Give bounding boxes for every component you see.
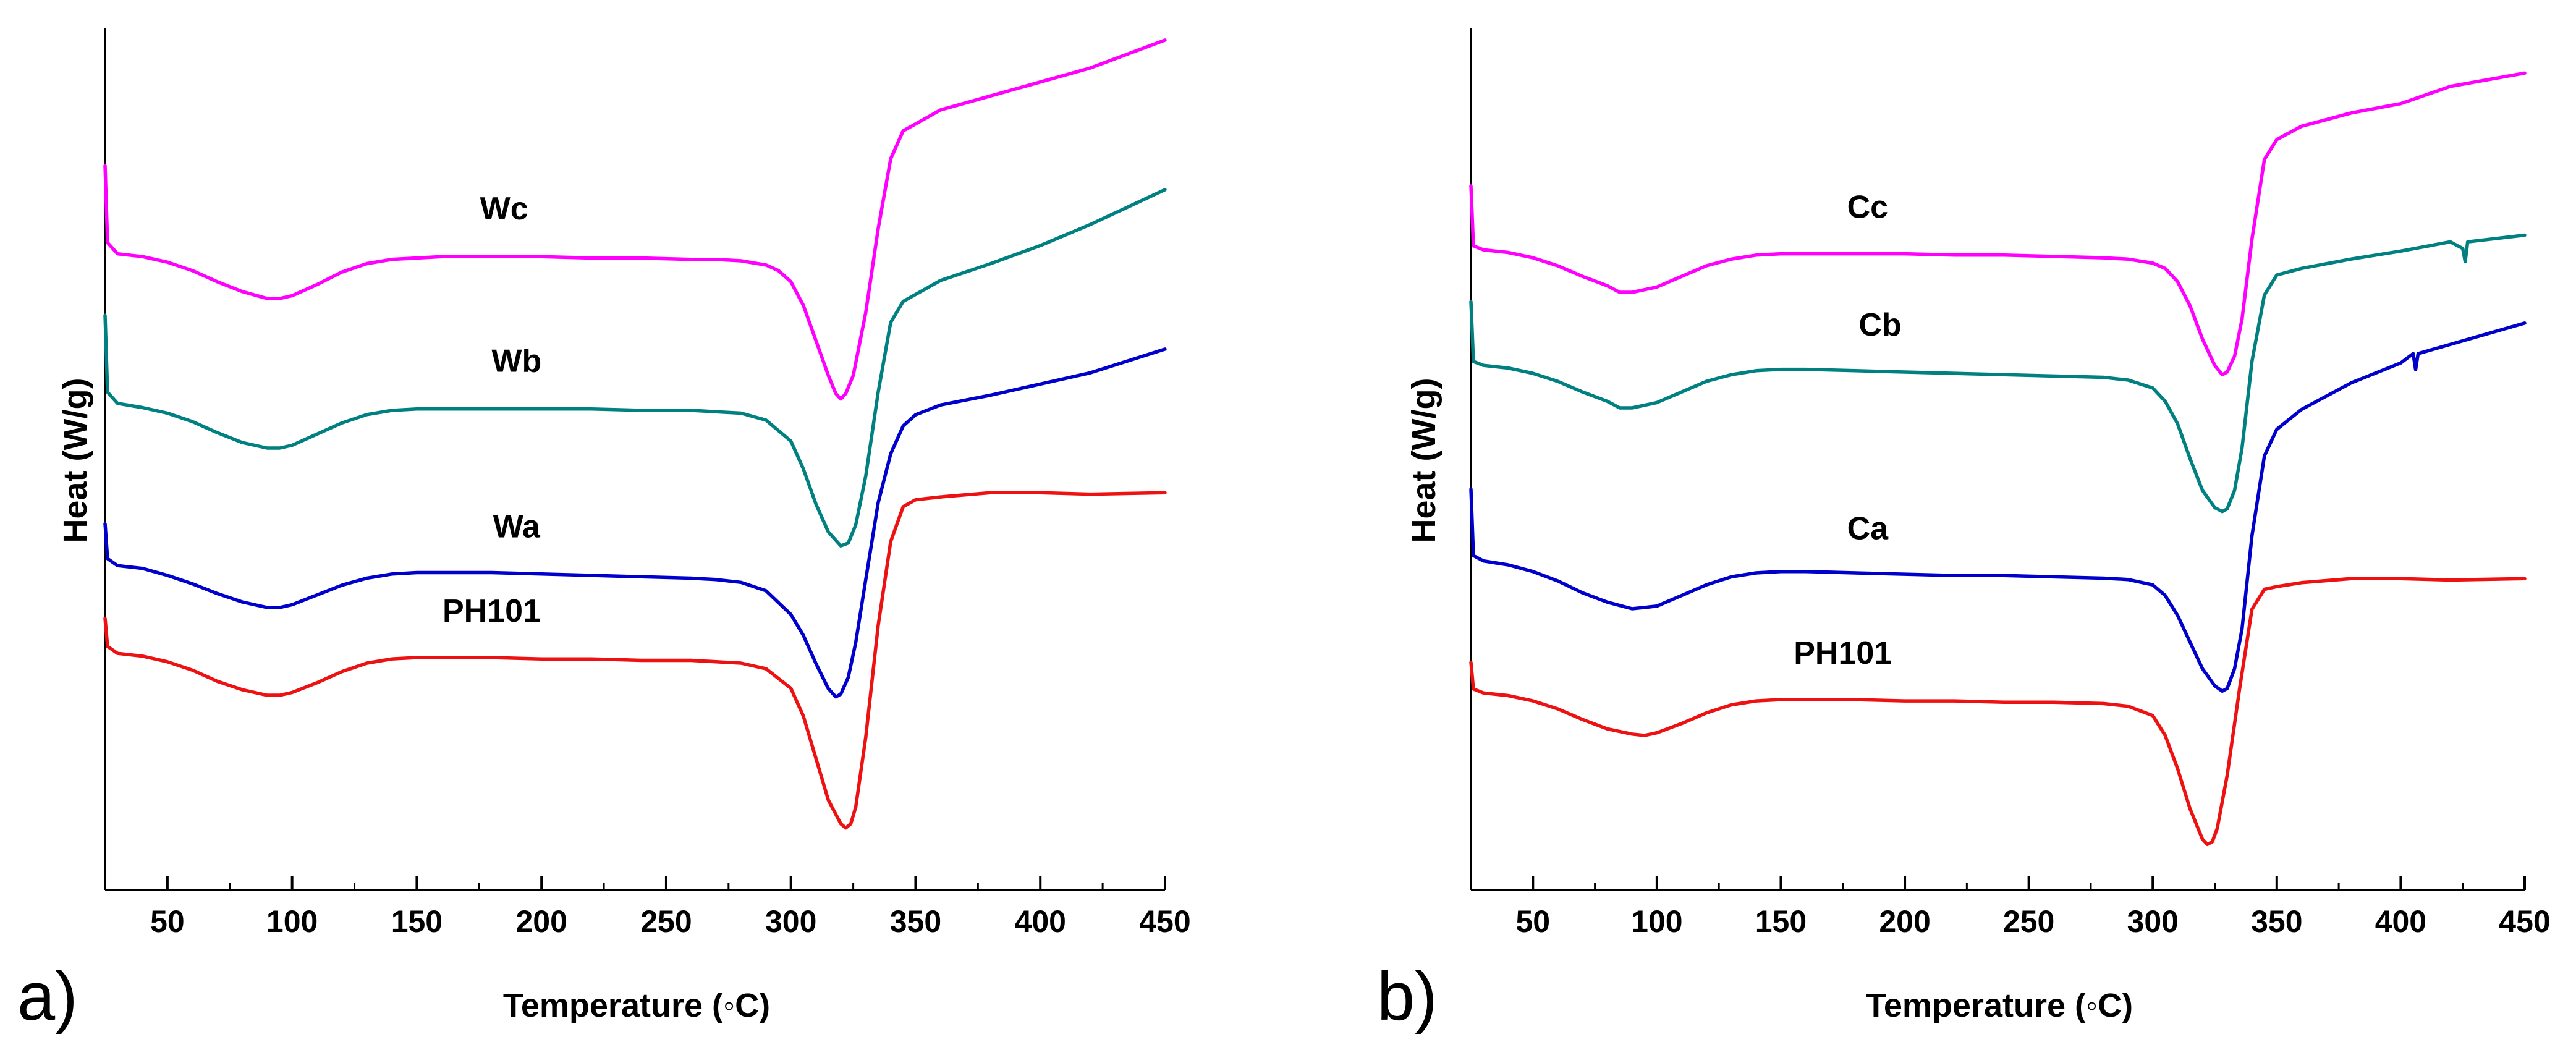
- x-ticks: [1470, 876, 2526, 890]
- x-ticks: [104, 876, 1166, 890]
- panel-b: 50 100 150 200 250 300 350 400 450 Cc Cb Ca PH101 T…: [1377, 28, 2551, 1035]
- series-label: Ca: [1847, 510, 1889, 546]
- x-tick-label: 100: [1631, 904, 1682, 939]
- series-line-cc: [1469, 71, 2527, 377]
- series-label: Cc: [1847, 190, 1888, 226]
- series-label: Wc: [480, 191, 528, 227]
- curves: [103, 38, 1167, 830]
- x-tick-label: 200: [1879, 904, 1930, 939]
- x-tick-label: 300: [2127, 904, 2179, 939]
- x-tick-label: 50: [150, 904, 185, 939]
- series-line-ca: [1469, 321, 2527, 693]
- y-axis-title: Heat (W/g): [57, 378, 94, 543]
- x-tick-label: 450: [1139, 904, 1190, 939]
- x-tick-label: 200: [515, 904, 567, 939]
- x-tick-label: 250: [2003, 904, 2054, 939]
- series-labels: Cc Cb Ca PH101: [1794, 190, 1901, 671]
- x-tick-label: 150: [391, 904, 443, 939]
- x-axis-title: Temperature (◦C): [503, 987, 770, 1024]
- series-label: PH101: [1794, 635, 1892, 671]
- x-tick-label: 400: [2375, 904, 2426, 939]
- series-label: PH101: [443, 593, 541, 629]
- x-tick-label: 350: [2251, 904, 2302, 939]
- series-line-wb: [103, 188, 1167, 548]
- x-tick-labels: 50 100 150 200 250 300 350 400 450: [150, 904, 1191, 939]
- x-tick-label: 50: [1515, 904, 1550, 939]
- x-tick-label: 250: [640, 904, 692, 939]
- series-label: Cb: [1858, 307, 1901, 343]
- series-label: Wa: [493, 509, 541, 545]
- x-axis-title: Temperature (◦C): [1866, 987, 2133, 1024]
- panel-a: 50 100 150 200 250 300 350 400 450 Wc Wb Wa PH101 T…: [17, 28, 1191, 1035]
- series-line-wa: [103, 347, 1167, 699]
- x-tick-label: 400: [1015, 904, 1066, 939]
- x-tick-label: 300: [765, 904, 816, 939]
- curves: [1469, 71, 2527, 847]
- series-line-ph101: [1469, 577, 2527, 847]
- x-tick-label: 150: [1755, 904, 1807, 939]
- x-tick-label: 450: [2499, 904, 2550, 939]
- x-tick-label: 350: [890, 904, 941, 939]
- series-line-ph101: [103, 491, 1167, 830]
- series-label: Wb: [491, 344, 541, 379]
- x-tick-labels: 50 100 150 200 250 300 350 400 450: [1515, 904, 2550, 939]
- panel-label: a): [17, 959, 78, 1035]
- x-tick-label: 100: [266, 904, 318, 939]
- panel-label: b): [1377, 959, 1438, 1035]
- y-axis-title: Heat (W/g): [1405, 378, 1443, 543]
- series-labels: Wc Wb Wa PH101: [443, 191, 541, 629]
- series-line-wc: [103, 38, 1167, 401]
- series-line-cb: [1469, 233, 2527, 514]
